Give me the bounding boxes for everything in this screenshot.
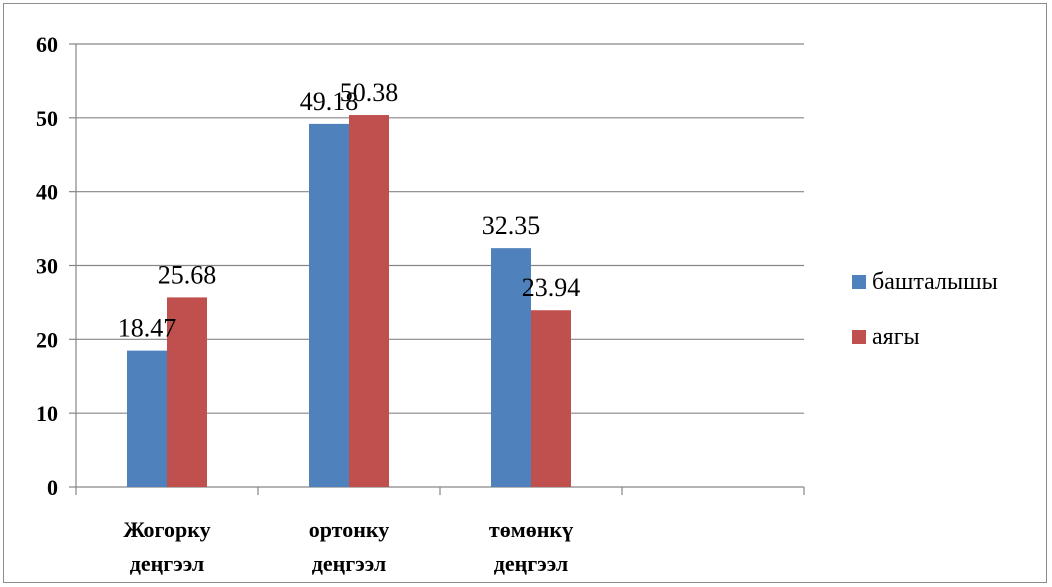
- chart-frame: 0 10 20 30 40 50 60 Жогорку деңгээл ортонку деңгээ…: [3, 3, 1047, 583]
- bar: [309, 123, 349, 487]
- y-tick-label: 40: [36, 180, 58, 205]
- y-tick-label: 60: [36, 32, 58, 57]
- data-label: 18.47: [118, 314, 177, 343]
- legend-label: башталышы: [872, 269, 998, 295]
- legend-swatch: [852, 330, 866, 344]
- bar: [167, 297, 207, 487]
- data-label: 23.94: [522, 273, 581, 302]
- bars: [127, 115, 571, 488]
- data-labels: 18.47 49.18 32.35 25.68 50.38 23.94: [118, 78, 581, 343]
- bar-chart: 0 10 20 30 40 50 60 Жогорку деңгээл ортонку деңгээ…: [36, 32, 998, 576]
- y-tick-label: 0: [47, 475, 58, 500]
- legend-swatch: [852, 275, 866, 289]
- x-category-label: төмөнкү деңгээл: [489, 517, 573, 576]
- x-category-label: ортонку деңгээл: [309, 517, 390, 576]
- bar: [349, 115, 389, 488]
- axes: 0 10 20 30 40 50 60 Жогорку деңгээл ортонку деңгээ…: [36, 32, 805, 576]
- bar: [127, 350, 167, 487]
- bar: [531, 310, 571, 487]
- y-tick-label: 30: [36, 254, 58, 279]
- legend: башталышы аягы: [852, 269, 998, 350]
- legend-label: аягы: [872, 324, 920, 350]
- y-tick-label: 50: [36, 106, 58, 131]
- data-label: 32.35: [482, 211, 541, 240]
- bar: [491, 248, 531, 487]
- data-label: 50.38: [340, 78, 399, 107]
- y-tick-label: 20: [36, 327, 58, 352]
- data-label: 49.18: [300, 87, 359, 116]
- x-category-label: Жогорку деңгээл: [123, 517, 210, 576]
- y-tick-label: 10: [36, 401, 58, 426]
- data-label: 25.68: [158, 260, 217, 289]
